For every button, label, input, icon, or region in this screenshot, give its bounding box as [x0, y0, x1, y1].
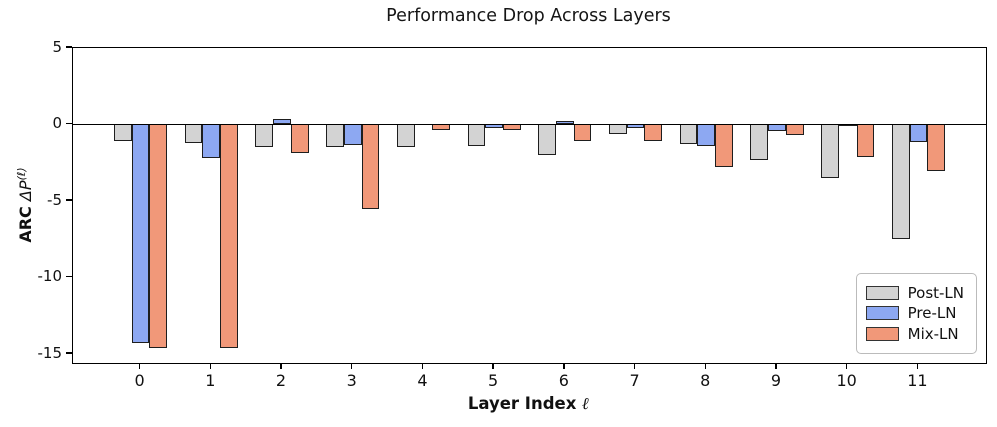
y-tick-mark--15 [66, 352, 72, 354]
bar-pre-ln-layer-0 [131, 124, 150, 344]
x-tick-mark-9 [775, 363, 777, 370]
bar-post-ln-layer-7 [609, 124, 627, 134]
y-tick-label--10: -10 [37, 267, 63, 286]
bar-pre-ln-layer-3 [343, 124, 362, 146]
y-tick-label-0: 0 [52, 114, 62, 133]
y-tick-mark--5 [66, 199, 72, 201]
bar-mix-ln-layer-11 [927, 124, 945, 172]
x-tick-label-2: 2 [275, 371, 287, 390]
bar-post-ln-layer-4 [396, 124, 415, 147]
x-axis-label-text: Layer Index [467, 394, 577, 413]
bar-post-ln-layer-10 [821, 124, 839, 178]
bar-mix-ln-layer-9 [785, 124, 804, 136]
bar-post-ln-layer-8 [679, 124, 698, 145]
legend-item-post-ln: Post-LN [865, 283, 964, 302]
x-tick-mark-7 [633, 363, 636, 370]
legend-label-post-ln: Post-LN [907, 283, 964, 302]
legend-label-pre-ln: Pre-LN [907, 304, 957, 322]
bar-post-ln-layer-0 [114, 124, 132, 142]
x-tick-label-1: 1 [205, 371, 216, 390]
chart-title: Performance Drop Across Layers [386, 6, 671, 26]
x-tick-mark-6 [563, 363, 565, 370]
bar-post-ln-layer-3 [326, 124, 344, 147]
x-tick-label-7: 7 [629, 371, 640, 390]
x-tick-mark-8 [704, 363, 707, 370]
bar-mix-ln-layer-1 [220, 124, 238, 348]
x-tick-mark-2 [280, 363, 282, 370]
y-tick-mark-5 [66, 46, 72, 48]
bar-mix-ln-layer-2 [290, 124, 309, 153]
x-tick-label-10: 10 [836, 371, 857, 390]
bar-post-ln-layer-1 [184, 124, 203, 143]
bar-mix-ln-layer-6 [573, 124, 592, 142]
x-tick-label-9: 9 [770, 371, 782, 390]
legend-swatch-post-ln [865, 285, 899, 300]
legend-label-mix-ln: Mix-LN [907, 324, 959, 343]
x-axis-label: Layer Index ℓ [72, 394, 985, 414]
bar-pre-ln-layer-8 [697, 124, 716, 146]
x-tick-label-0: 0 [134, 371, 145, 390]
x-tick-label-11: 11 [907, 371, 928, 390]
y-axis-label-bold: ARC [16, 206, 36, 243]
bar-pre-ln-layer-1 [202, 124, 221, 159]
bar-post-ln-layer-5 [467, 124, 486, 146]
y-tick-mark-0 [66, 122, 72, 125]
x-tick-mark-5 [492, 363, 494, 370]
x-tick-mark-1 [209, 363, 212, 370]
y-tick-label-5: 5 [52, 38, 62, 56]
bar-mix-ln-layer-3 [361, 124, 380, 209]
bar-mix-ln-layer-0 [149, 124, 168, 348]
legend-item-mix-ln: Mix-LN [865, 324, 964, 343]
x-tick-mark-11 [916, 363, 919, 370]
x-tick-mark-0 [138, 363, 141, 370]
x-tick-label-3: 3 [346, 371, 357, 390]
legend: Post-LN Pre-LN Mix-LN [855, 272, 977, 354]
bar-post-ln-layer-9 [750, 124, 769, 160]
bar-post-ln-layer-6 [538, 124, 556, 156]
y-tick-mark--10 [66, 275, 72, 278]
bar-pre-ln-layer-9 [768, 124, 786, 131]
bar-post-ln-layer-2 [255, 124, 274, 148]
x-tick-mark-10 [845, 363, 848, 370]
x-tick-label-6: 6 [558, 371, 569, 390]
legend-item-pre-ln: Pre-LN [865, 304, 964, 322]
x-tick-mark-3 [350, 363, 353, 370]
legend-swatch-mix-ln [865, 326, 899, 341]
x-tick-label-5: 5 [488, 371, 499, 390]
bar-post-ln-layer-11 [891, 124, 910, 240]
y-axis-label-sup: (ℓ) [14, 167, 28, 181]
zero-line [73, 123, 986, 126]
bar-pre-ln-layer-11 [909, 124, 928, 143]
plot-area: Post-LN Pre-LN Mix-LN [72, 47, 987, 364]
y-tick-label--5: -5 [47, 190, 62, 209]
bar-mix-ln-layer-10 [856, 124, 875, 157]
bar-mix-ln-layer-7 [644, 124, 663, 142]
x-tick-label-4: 4 [417, 371, 428, 390]
x-axis-label-symbol: ℓ [582, 394, 590, 413]
x-tick-mark-4 [421, 363, 424, 370]
x-tick-label-8: 8 [700, 371, 711, 390]
legend-swatch-pre-ln [865, 306, 899, 321]
y-tick-label--15: -15 [37, 343, 63, 362]
bar-mix-ln-layer-8 [715, 124, 733, 168]
